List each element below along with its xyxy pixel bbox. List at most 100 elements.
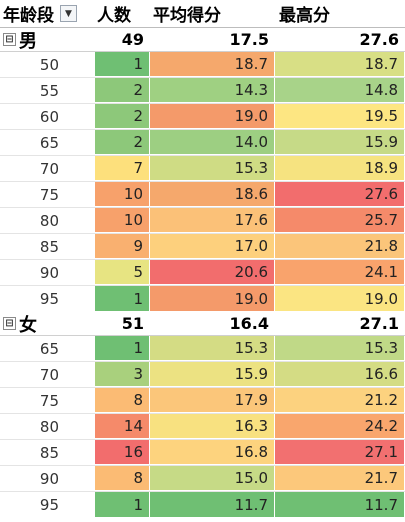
collapse-toggle-icon[interactable]: ⊟	[3, 317, 16, 330]
count-cell: 7	[95, 156, 150, 181]
age-cell: 50	[39, 55, 59, 74]
avg-cell: 19.0	[150, 286, 275, 312]
count-cell: 9	[95, 234, 150, 259]
age-cell: 75	[39, 391, 59, 410]
age-header-cell: 年龄段 ▼	[0, 0, 95, 27]
avg-cell: 17.9	[150, 388, 275, 413]
table-row: 60 2 19.0 19.5	[0, 104, 405, 130]
avg-header: 平均得分	[153, 6, 221, 26]
max-cell: 11.7	[275, 492, 405, 518]
avg-cell: 11.7	[150, 492, 275, 518]
age-cell: 65	[39, 133, 59, 152]
group-name: 男	[19, 30, 37, 52]
avg-cell: 17.0	[150, 234, 275, 259]
age-cell: 95	[39, 496, 59, 514]
table-row: 70 7 15.3 18.9	[0, 156, 405, 182]
age-cell: 90	[39, 469, 59, 488]
avg-cell: 15.3	[150, 336, 275, 361]
max-cell: 15.3	[275, 336, 405, 361]
count-cell: 1	[95, 286, 150, 312]
pivot-body: ⊟ 男 49 17.5 27.6 50 1 18.7 18.7 55 2 14.3 14.8 60 2 19.…	[0, 28, 405, 518]
age-cell: 70	[39, 365, 59, 384]
table-row: 50 1 18.7 18.7	[0, 52, 405, 78]
collapse-toggle-icon[interactable]: ⊟	[3, 33, 16, 46]
age-cell: 70	[39, 159, 59, 178]
group-name: 女	[19, 314, 37, 336]
age-cell: 80	[39, 417, 59, 436]
table-row: 75 8 17.9 21.2	[0, 388, 405, 414]
avg-cell: 16.8	[150, 440, 275, 465]
table-row: 85 9 17.0 21.8	[0, 234, 405, 260]
max-cell: 19.0	[275, 286, 405, 312]
max-cell: 24.2	[275, 414, 405, 439]
max-cell: 18.7	[275, 52, 405, 77]
max-cell: 21.8	[275, 234, 405, 259]
table-row: 55 2 14.3 14.8	[0, 78, 405, 104]
age-cell: 95	[39, 290, 59, 308]
avg-cell: 19.0	[150, 104, 275, 129]
group-avg: 17.5	[229, 30, 269, 49]
max-cell: 19.5	[275, 104, 405, 129]
max-cell: 25.7	[275, 208, 405, 233]
avg-cell: 15.0	[150, 466, 275, 491]
table-row: 75 10 18.6 27.6	[0, 182, 405, 208]
avg-cell: 17.6	[150, 208, 275, 233]
avg-cell: 15.3	[150, 156, 275, 181]
table-row: 90 8 15.0 21.7	[0, 466, 405, 492]
count-cell: 5	[95, 260, 150, 285]
age-cell: 75	[39, 185, 59, 204]
count-header: 人数	[97, 6, 131, 26]
group-label-cell: ⊟ 女	[0, 312, 95, 336]
avg-cell: 20.6	[150, 260, 275, 285]
age-cell: 85	[39, 237, 59, 256]
count-cell: 8	[95, 388, 150, 413]
max-cell: 18.9	[275, 156, 405, 181]
table-row: 80 10 17.6 25.7	[0, 208, 405, 234]
group-label-cell: ⊟ 男	[0, 28, 95, 52]
group-row: ⊟ 男 49 17.5 27.6	[0, 28, 405, 52]
avg-cell: 18.6	[150, 182, 275, 207]
table-row: 95 1 19.0 19.0	[0, 286, 405, 312]
max-cell: 15.9	[275, 130, 405, 155]
count-cell: 2	[95, 104, 150, 129]
table-row: 65 1 15.3 15.3	[0, 336, 405, 362]
table-row: 95 1 11.7 11.7	[0, 492, 405, 518]
max-cell: 21.2	[275, 388, 405, 413]
count-cell: 1	[95, 336, 150, 361]
max-cell: 14.8	[275, 78, 405, 103]
count-cell: 1	[95, 492, 150, 518]
group-count: 51	[121, 314, 144, 333]
age-cell: 65	[39, 339, 59, 358]
header-row: 年龄段 ▼ 人数 平均得分 最高分	[0, 0, 405, 28]
count-cell: 2	[95, 130, 150, 155]
count-cell: 10	[95, 182, 150, 207]
max-header: 最高分	[279, 6, 330, 26]
table-row: 90 5 20.6 24.1	[0, 260, 405, 286]
age-cell: 90	[39, 263, 59, 282]
age-header-label: 年龄段	[3, 6, 54, 26]
group-max: 27.1	[359, 314, 399, 333]
count-cell: 3	[95, 362, 150, 387]
age-cell: 60	[39, 107, 59, 126]
max-cell: 21.7	[275, 466, 405, 491]
avg-cell: 14.3	[150, 78, 275, 103]
group-row: ⊟ 女 51 16.4 27.1	[0, 312, 405, 336]
table-row: 70 3 15.9 16.6	[0, 362, 405, 388]
group-max: 27.6	[359, 30, 399, 49]
avg-cell: 14.0	[150, 130, 275, 155]
age-cell: 55	[39, 81, 59, 100]
max-cell: 27.6	[275, 182, 405, 207]
table-row: 85 16 16.8 27.1	[0, 440, 405, 466]
count-cell: 2	[95, 78, 150, 103]
table-row: 65 2 14.0 15.9	[0, 130, 405, 156]
group-avg: 16.4	[229, 314, 269, 333]
count-cell: 1	[95, 52, 150, 77]
dropdown-arrow-icon[interactable]: ▼	[60, 5, 77, 22]
avg-cell: 16.3	[150, 414, 275, 439]
avg-cell: 18.7	[150, 52, 275, 77]
max-cell: 27.1	[275, 440, 405, 465]
age-cell: 80	[39, 211, 59, 230]
group-count: 49	[121, 30, 144, 49]
table-row: 80 14 16.3 24.2	[0, 414, 405, 440]
